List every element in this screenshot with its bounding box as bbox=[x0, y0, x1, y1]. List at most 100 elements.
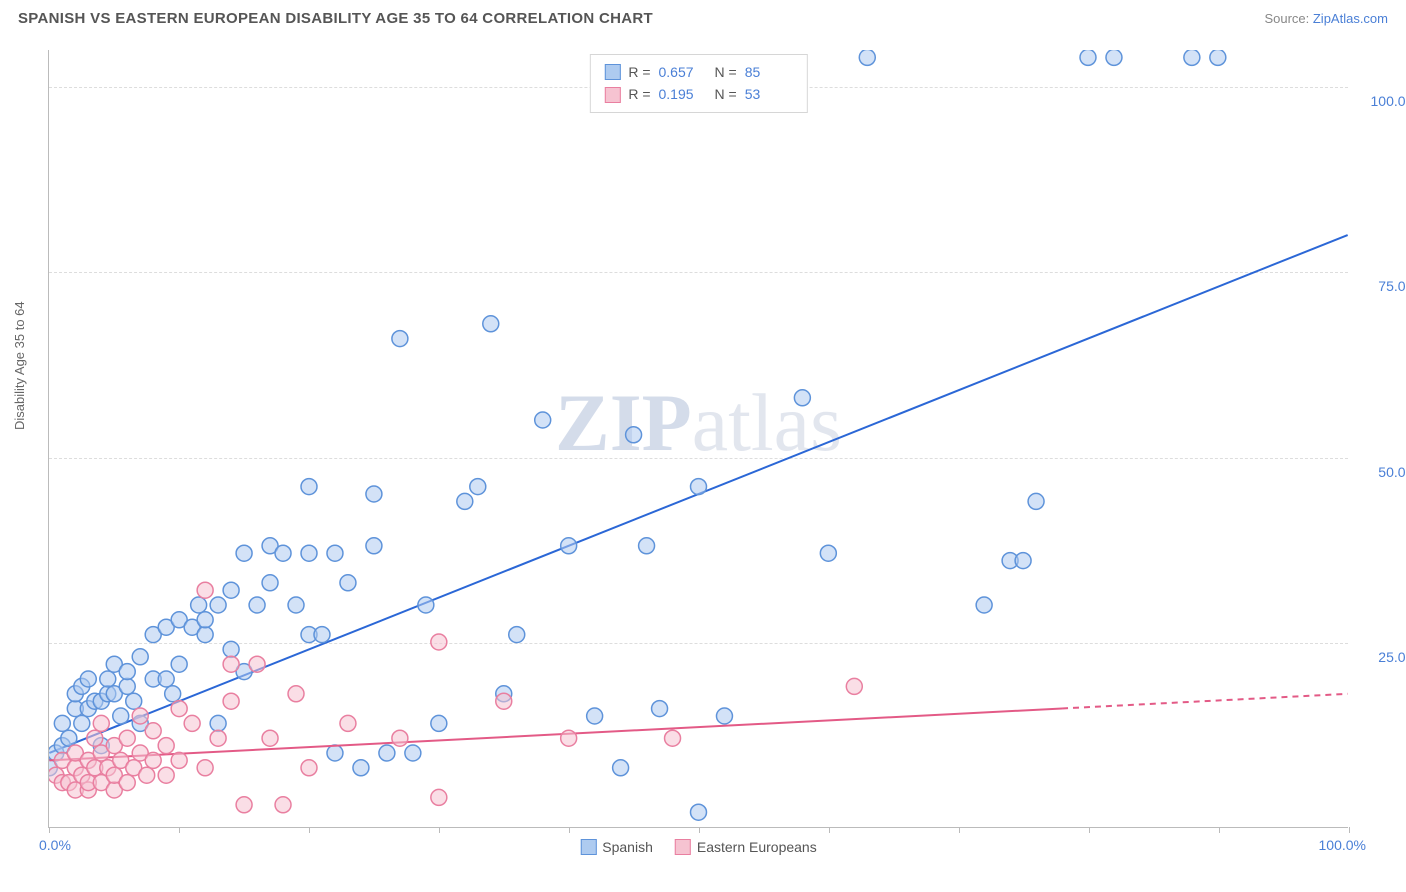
x-tick bbox=[439, 827, 440, 833]
chart-title: SPANISH VS EASTERN EUROPEAN DISABILITY A… bbox=[18, 10, 653, 27]
data-point bbox=[976, 597, 992, 613]
data-point bbox=[340, 715, 356, 731]
data-point bbox=[184, 715, 200, 731]
data-point bbox=[74, 715, 90, 731]
x-tick bbox=[1349, 827, 1350, 833]
data-point bbox=[327, 745, 343, 761]
data-point bbox=[165, 686, 181, 702]
x-tick bbox=[959, 827, 960, 833]
data-point bbox=[126, 693, 142, 709]
legend-swatch bbox=[604, 87, 620, 103]
y-tick-label: 50.0% bbox=[1358, 464, 1406, 480]
trend-line-dashed bbox=[1062, 694, 1348, 709]
x-tick bbox=[49, 827, 50, 833]
data-point bbox=[652, 701, 668, 717]
stat-n-label: N = bbox=[715, 83, 737, 105]
source-link[interactable]: ZipAtlas.com bbox=[1313, 11, 1388, 26]
data-point bbox=[145, 752, 161, 768]
y-tick-label: 100.0% bbox=[1358, 93, 1406, 109]
data-point bbox=[613, 760, 629, 776]
data-point bbox=[210, 730, 226, 746]
data-point bbox=[119, 730, 135, 746]
stat-r-value: 0.195 bbox=[659, 83, 707, 105]
stat-r-value: 0.657 bbox=[659, 61, 707, 83]
legend-stat-row: R =0.657N =85 bbox=[604, 61, 792, 83]
data-point bbox=[561, 538, 577, 554]
data-point bbox=[535, 412, 551, 428]
correlation-legend: R =0.657N =85R =0.195N =53 bbox=[589, 54, 807, 113]
data-point bbox=[113, 708, 129, 724]
data-point bbox=[496, 693, 512, 709]
x-tick-0: 0.0% bbox=[39, 837, 71, 853]
data-point bbox=[139, 767, 155, 783]
data-point bbox=[288, 597, 304, 613]
data-point bbox=[691, 804, 707, 820]
legend-label: Eastern Europeans bbox=[697, 839, 817, 855]
data-point bbox=[171, 752, 187, 768]
data-point bbox=[145, 723, 161, 739]
data-point bbox=[859, 50, 875, 65]
legend-label: Spanish bbox=[602, 839, 653, 855]
data-point bbox=[223, 656, 239, 672]
x-tick-100: 100.0% bbox=[1319, 837, 1366, 853]
data-point bbox=[366, 538, 382, 554]
x-tick bbox=[1219, 827, 1220, 833]
data-point bbox=[223, 693, 239, 709]
y-tick-label: 75.0% bbox=[1358, 278, 1406, 294]
legend-item: Eastern Europeans bbox=[675, 839, 817, 855]
data-point bbox=[366, 486, 382, 502]
data-point bbox=[158, 671, 174, 687]
data-point bbox=[509, 627, 525, 643]
data-point bbox=[249, 656, 265, 672]
data-point bbox=[236, 545, 252, 561]
data-point bbox=[794, 390, 810, 406]
data-point bbox=[392, 730, 408, 746]
legend-swatch bbox=[580, 839, 596, 855]
data-point bbox=[223, 582, 239, 598]
data-point bbox=[275, 797, 291, 813]
x-tick bbox=[829, 827, 830, 833]
data-point bbox=[197, 760, 213, 776]
data-point bbox=[158, 767, 174, 783]
data-point bbox=[132, 708, 148, 724]
legend-stat-row: R =0.195N =53 bbox=[604, 83, 792, 105]
data-point bbox=[457, 493, 473, 509]
x-tick bbox=[569, 827, 570, 833]
data-point bbox=[483, 316, 499, 332]
data-point bbox=[158, 738, 174, 754]
data-point bbox=[288, 686, 304, 702]
data-point bbox=[197, 627, 213, 643]
data-point bbox=[275, 545, 291, 561]
data-point bbox=[691, 479, 707, 495]
legend-swatch bbox=[675, 839, 691, 855]
data-point bbox=[418, 597, 434, 613]
data-point bbox=[301, 479, 317, 495]
legend-swatch bbox=[604, 64, 620, 80]
data-point bbox=[626, 427, 642, 443]
data-point bbox=[249, 597, 265, 613]
data-point bbox=[314, 627, 330, 643]
stat-r-label: R = bbox=[628, 61, 650, 83]
data-point bbox=[132, 649, 148, 665]
data-point bbox=[327, 545, 343, 561]
data-point bbox=[1106, 50, 1122, 65]
data-point bbox=[197, 582, 213, 598]
data-point bbox=[1015, 553, 1031, 569]
source-attribution: Source: ZipAtlas.com bbox=[1264, 11, 1388, 26]
data-point bbox=[340, 575, 356, 591]
x-tick bbox=[1089, 827, 1090, 833]
data-point bbox=[262, 575, 278, 591]
data-point bbox=[191, 597, 207, 613]
y-tick-label: 25.0% bbox=[1358, 649, 1406, 665]
data-point bbox=[54, 715, 70, 731]
stat-n-label: N = bbox=[715, 61, 737, 83]
data-point bbox=[171, 701, 187, 717]
scatter-svg bbox=[49, 50, 1348, 827]
data-point bbox=[197, 612, 213, 628]
data-point bbox=[431, 789, 447, 805]
data-point bbox=[665, 730, 681, 746]
data-point bbox=[1028, 493, 1044, 509]
data-point bbox=[262, 730, 278, 746]
source-prefix: Source: bbox=[1264, 11, 1312, 26]
data-point bbox=[353, 760, 369, 776]
